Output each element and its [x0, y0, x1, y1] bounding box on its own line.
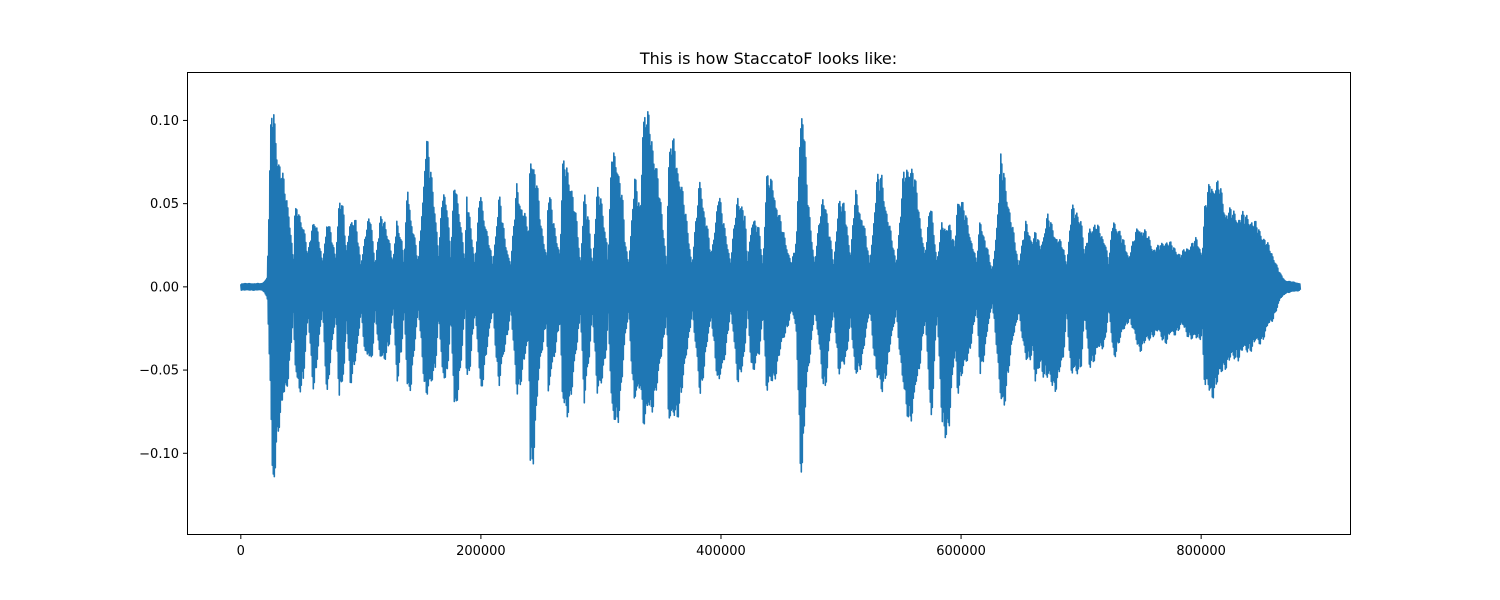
x-tick-label: 0 [237, 544, 245, 559]
x-tick-label: 600000 [936, 544, 986, 559]
x-tick-label: 200000 [456, 544, 506, 559]
y-tick-label: −0.05 [139, 364, 179, 379]
x-axis: 0 200000 400000 600000 800000 [237, 534, 1226, 559]
y-tick-label: −0.10 [139, 447, 179, 462]
y-axis: −0.10 −0.05 0.00 0.05 0.10 [139, 114, 188, 462]
x-tick-label: 400000 [696, 544, 746, 559]
chart-title: This is how StaccatoF looks like: [639, 49, 897, 68]
axes-frame [187, 72, 1351, 535]
y-tick-label: 0.00 [150, 280, 179, 295]
x-tick-label: 800000 [1176, 544, 1226, 559]
y-tick-label: 0.05 [150, 197, 179, 212]
waveform-series [240, 111, 1302, 478]
y-tick-label: 0.10 [150, 114, 179, 129]
waveform-line-0 [240, 111, 1302, 478]
plot-area [240, 111, 1302, 478]
